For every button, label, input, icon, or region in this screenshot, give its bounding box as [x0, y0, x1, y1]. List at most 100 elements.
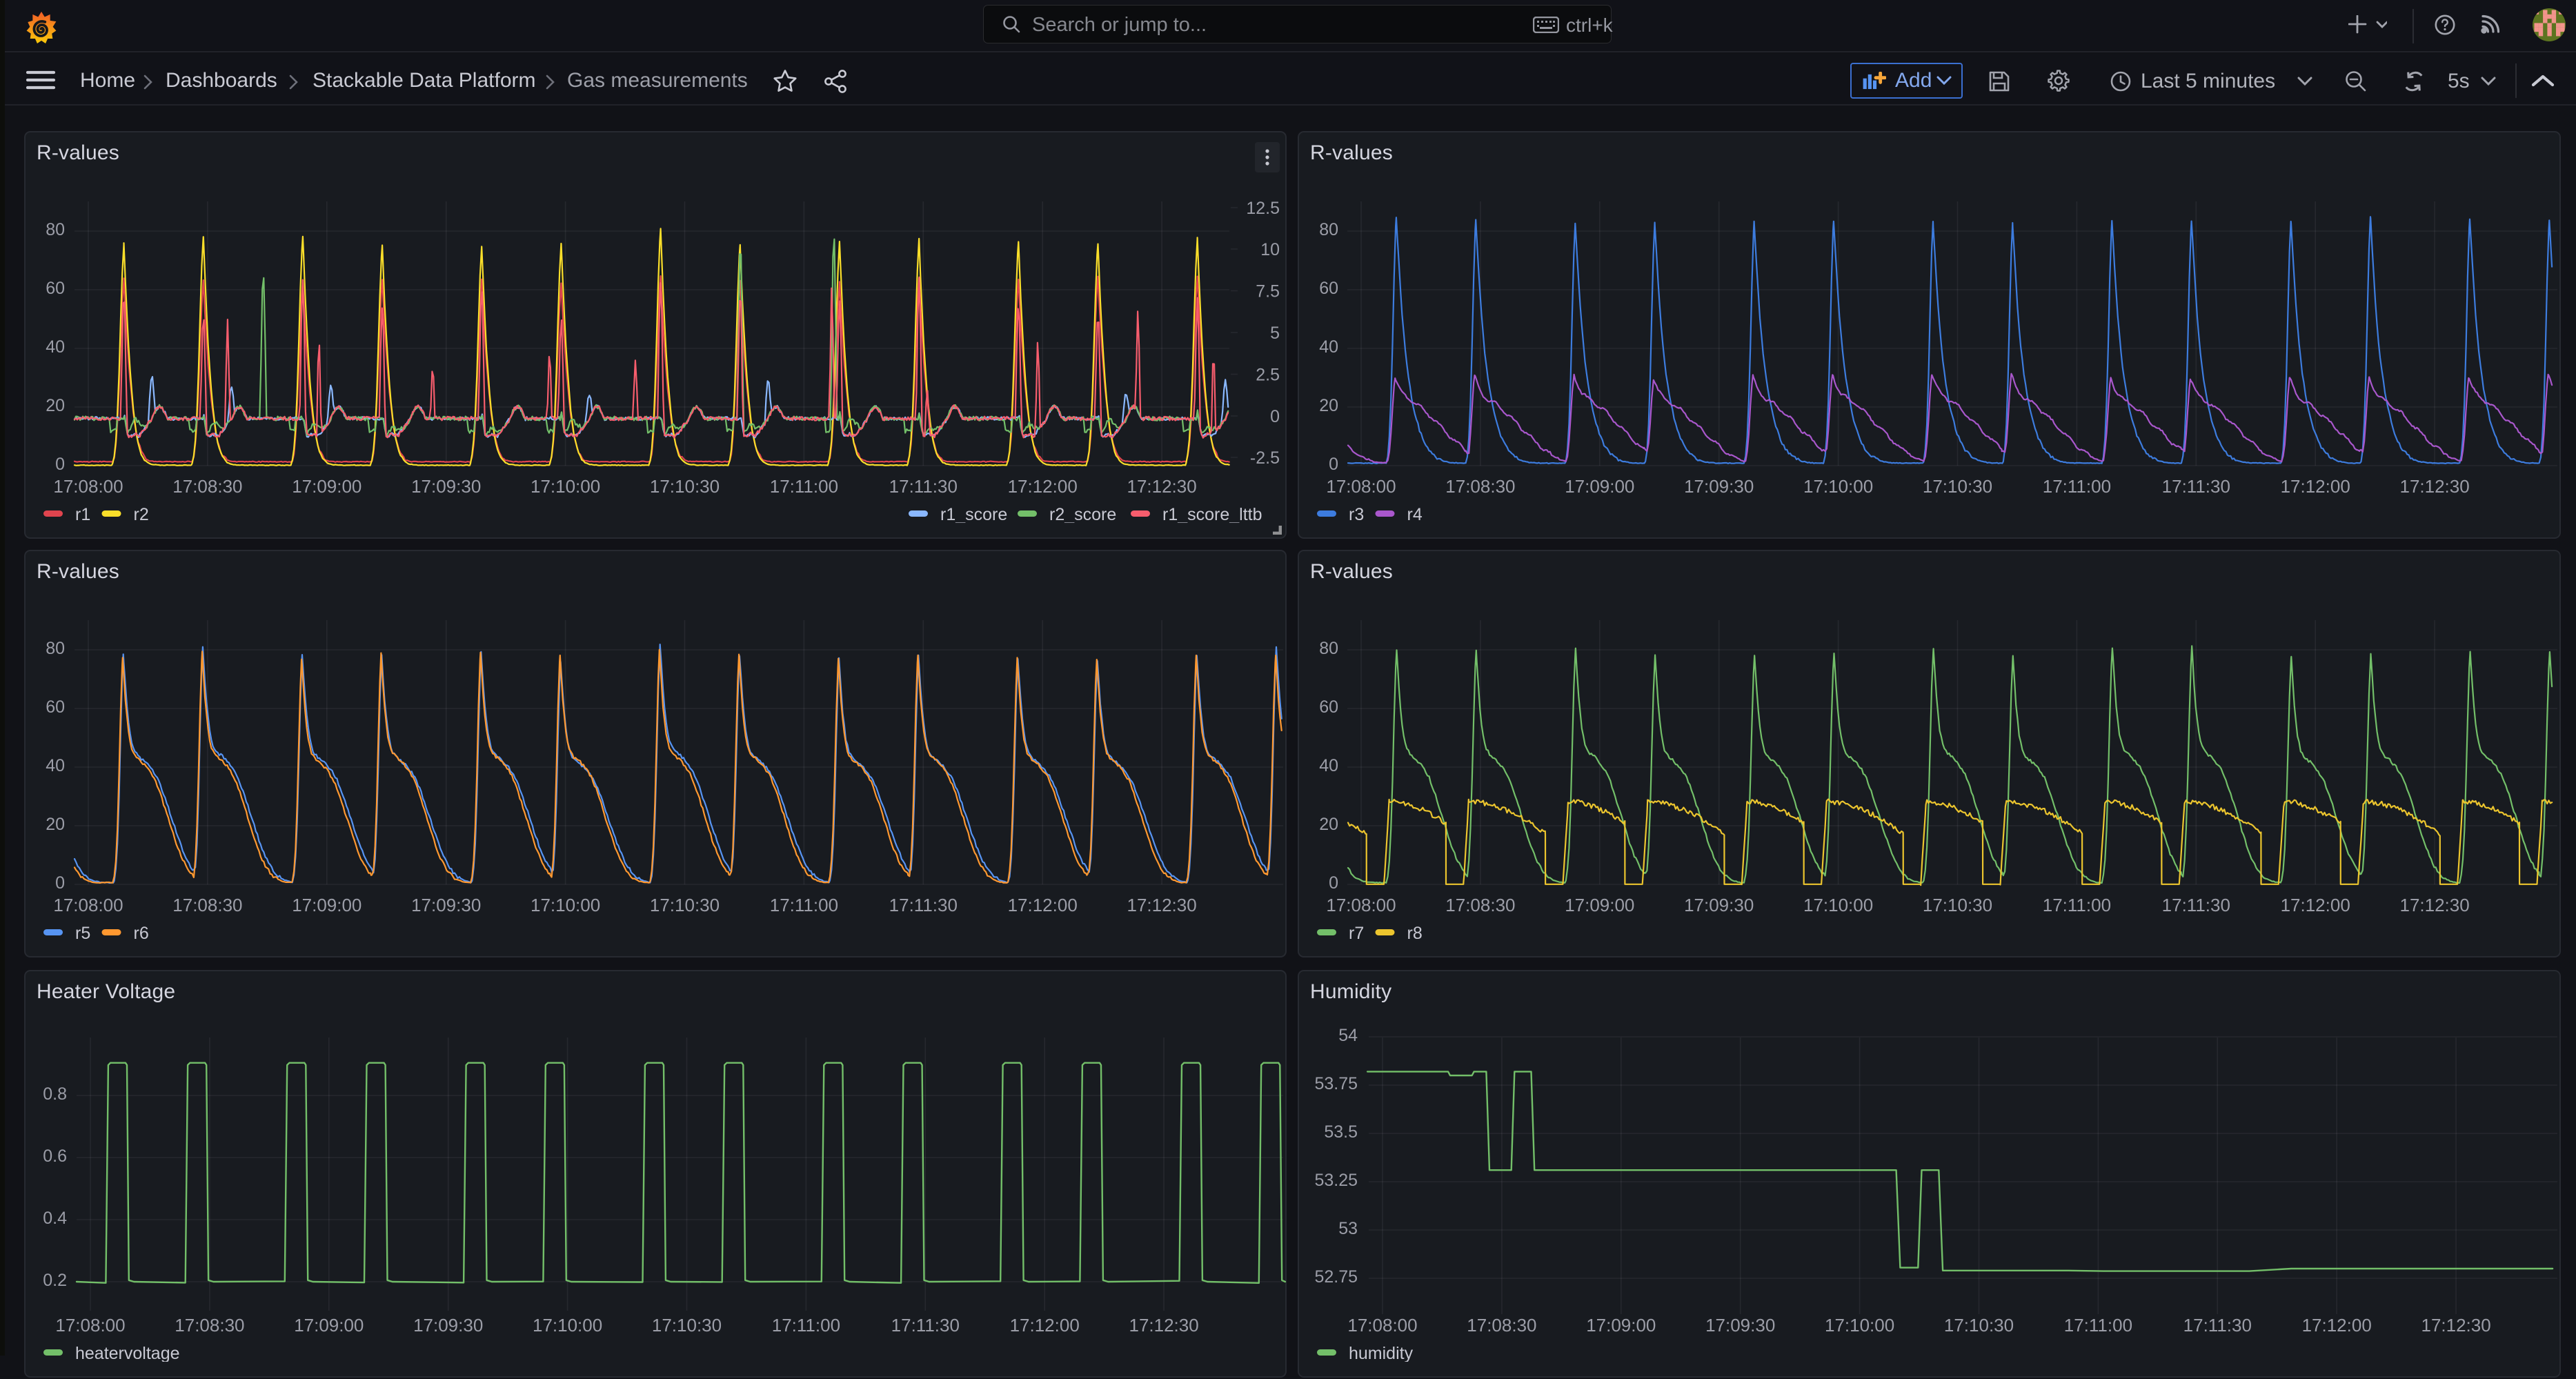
svg-text:0.6: 0.6 — [43, 1147, 67, 1166]
svg-text:17:08:30: 17:08:30 — [1445, 476, 1515, 497]
svg-text:17:08:30: 17:08:30 — [1467, 1315, 1536, 1336]
svg-text:17:08:00: 17:08:00 — [53, 476, 123, 497]
svg-text:17:08:00: 17:08:00 — [1326, 895, 1396, 915]
svg-text:40: 40 — [1319, 337, 1338, 357]
svg-text:0.2: 0.2 — [43, 1271, 67, 1290]
svg-text:0.8: 0.8 — [43, 1084, 67, 1104]
svg-text:17:10:00: 17:10:00 — [1803, 895, 1873, 915]
svg-text:r1: r1 — [75, 505, 90, 523]
svg-text:5: 5 — [1270, 324, 1280, 343]
svg-text:60: 60 — [46, 279, 65, 298]
svg-text:40: 40 — [46, 337, 65, 357]
svg-text:53: 53 — [1338, 1219, 1358, 1238]
svg-text:2.5: 2.5 — [1256, 366, 1280, 385]
svg-text:17:09:30: 17:09:30 — [1684, 476, 1754, 497]
svg-text:80: 80 — [46, 220, 65, 239]
svg-text:17:08:30: 17:08:30 — [172, 476, 242, 497]
svg-text:17:12:30: 17:12:30 — [1127, 895, 1196, 915]
svg-text:heatervoltage: heatervoltage — [75, 1344, 180, 1362]
svg-text:60: 60 — [46, 697, 65, 717]
svg-text:17:11:00: 17:11:00 — [2043, 895, 2111, 915]
svg-text:17:08:00: 17:08:00 — [53, 895, 123, 915]
svg-text:17:10:00: 17:10:00 — [531, 895, 600, 915]
svg-text:17:09:00: 17:09:00 — [1565, 476, 1634, 497]
svg-text:20: 20 — [46, 815, 65, 834]
svg-text:17:12:30: 17:12:30 — [1127, 476, 1196, 497]
svg-text:17:10:00: 17:10:00 — [1825, 1315, 1894, 1336]
svg-text:17:09:30: 17:09:30 — [1684, 895, 1754, 915]
svg-text:60: 60 — [1319, 279, 1338, 298]
svg-text:17:09:30: 17:09:30 — [411, 476, 481, 497]
svg-text:r2_score: r2_score — [1049, 505, 1116, 523]
svg-text:60: 60 — [1319, 697, 1338, 717]
svg-text:r7: r7 — [1349, 924, 1364, 942]
svg-text:17:12:00: 17:12:00 — [2281, 476, 2350, 497]
svg-text:17:10:00: 17:10:00 — [531, 476, 600, 497]
svg-text:17:11:00: 17:11:00 — [2064, 1315, 2132, 1336]
svg-text:17:12:30: 17:12:30 — [2399, 895, 2469, 915]
svg-text:17:11:00: 17:11:00 — [770, 895, 838, 915]
svg-text:17:09:30: 17:09:30 — [411, 895, 481, 915]
svg-text:r6: r6 — [134, 924, 149, 942]
svg-text:80: 80 — [1319, 220, 1338, 239]
svg-text:17:10:30: 17:10:30 — [1944, 1315, 2014, 1336]
svg-text:17:12:00: 17:12:00 — [2302, 1315, 2372, 1336]
svg-text:17:11:30: 17:11:30 — [2183, 1315, 2252, 1336]
svg-text:0: 0 — [1270, 407, 1280, 426]
svg-text:7.5: 7.5 — [1256, 282, 1280, 301]
svg-text:0.4: 0.4 — [43, 1209, 67, 1228]
svg-text:r1_score_lttb: r1_score_lttb — [1162, 505, 1262, 523]
svg-text:humidity: humidity — [1349, 1344, 1414, 1362]
svg-text:r4: r4 — [1407, 505, 1423, 523]
svg-text:17:12:00: 17:12:00 — [1008, 476, 1078, 497]
svg-text:54: 54 — [1338, 1026, 1358, 1045]
svg-text:80: 80 — [46, 639, 65, 658]
svg-text:20: 20 — [46, 396, 65, 415]
svg-text:17:08:30: 17:08:30 — [172, 895, 242, 915]
svg-text:17:09:00: 17:09:00 — [292, 895, 361, 915]
svg-text:53.75: 53.75 — [1314, 1074, 1358, 1093]
svg-text:17:12:30: 17:12:30 — [1129, 1315, 1198, 1336]
svg-text:17:08:00: 17:08:00 — [1347, 1315, 1417, 1336]
svg-text:0: 0 — [55, 455, 65, 474]
svg-text:20: 20 — [1319, 815, 1338, 834]
svg-text:17:09:30: 17:09:30 — [1705, 1315, 1775, 1336]
svg-text:r3: r3 — [1349, 505, 1364, 523]
svg-text:17:12:00: 17:12:00 — [2281, 895, 2350, 915]
svg-text:17:10:30: 17:10:30 — [652, 1315, 722, 1336]
svg-text:10: 10 — [1260, 240, 1280, 259]
svg-text:17:10:30: 17:10:30 — [650, 895, 720, 915]
svg-text:40: 40 — [46, 756, 65, 775]
svg-text:52.75: 52.75 — [1314, 1267, 1358, 1287]
svg-text:17:11:30: 17:11:30 — [889, 476, 958, 497]
svg-text:17:09:00: 17:09:00 — [1565, 895, 1634, 915]
svg-text:r8: r8 — [1407, 924, 1423, 942]
svg-text:17:12:00: 17:12:00 — [1010, 1315, 1080, 1336]
svg-text:17:10:30: 17:10:30 — [650, 476, 720, 497]
svg-text:53.5: 53.5 — [1324, 1122, 1358, 1142]
svg-text:17:10:30: 17:10:30 — [1923, 895, 1992, 915]
svg-text:12.5: 12.5 — [1246, 199, 1280, 218]
svg-text:17:12:30: 17:12:30 — [2421, 1315, 2490, 1336]
svg-text:17:09:30: 17:09:30 — [413, 1315, 483, 1336]
svg-text:17:09:00: 17:09:00 — [292, 476, 361, 497]
svg-text:r1_score: r1_score — [940, 505, 1007, 523]
svg-text:17:08:30: 17:08:30 — [1445, 895, 1515, 915]
svg-text:17:08:00: 17:08:00 — [55, 1315, 125, 1336]
svg-text:20: 20 — [1319, 396, 1338, 415]
svg-text:17:12:00: 17:12:00 — [1008, 895, 1078, 915]
svg-text:17:09:00: 17:09:00 — [1586, 1315, 1656, 1336]
svg-text:17:12:30: 17:12:30 — [2399, 476, 2469, 497]
svg-text:53.25: 53.25 — [1314, 1171, 1358, 1190]
svg-text:r2: r2 — [134, 505, 149, 523]
svg-text:17:11:30: 17:11:30 — [2162, 895, 2230, 915]
svg-text:17:09:00: 17:09:00 — [294, 1315, 364, 1336]
svg-text:0: 0 — [1329, 455, 1338, 474]
svg-text:80: 80 — [1319, 639, 1338, 658]
svg-text:0: 0 — [1329, 873, 1338, 893]
svg-text:17:10:00: 17:10:00 — [533, 1315, 602, 1336]
svg-text:-2.5: -2.5 — [1250, 448, 1280, 468]
svg-text:17:11:00: 17:11:00 — [772, 1315, 840, 1336]
svg-text:17:10:30: 17:10:30 — [1923, 476, 1992, 497]
svg-text:r5: r5 — [75, 924, 90, 942]
